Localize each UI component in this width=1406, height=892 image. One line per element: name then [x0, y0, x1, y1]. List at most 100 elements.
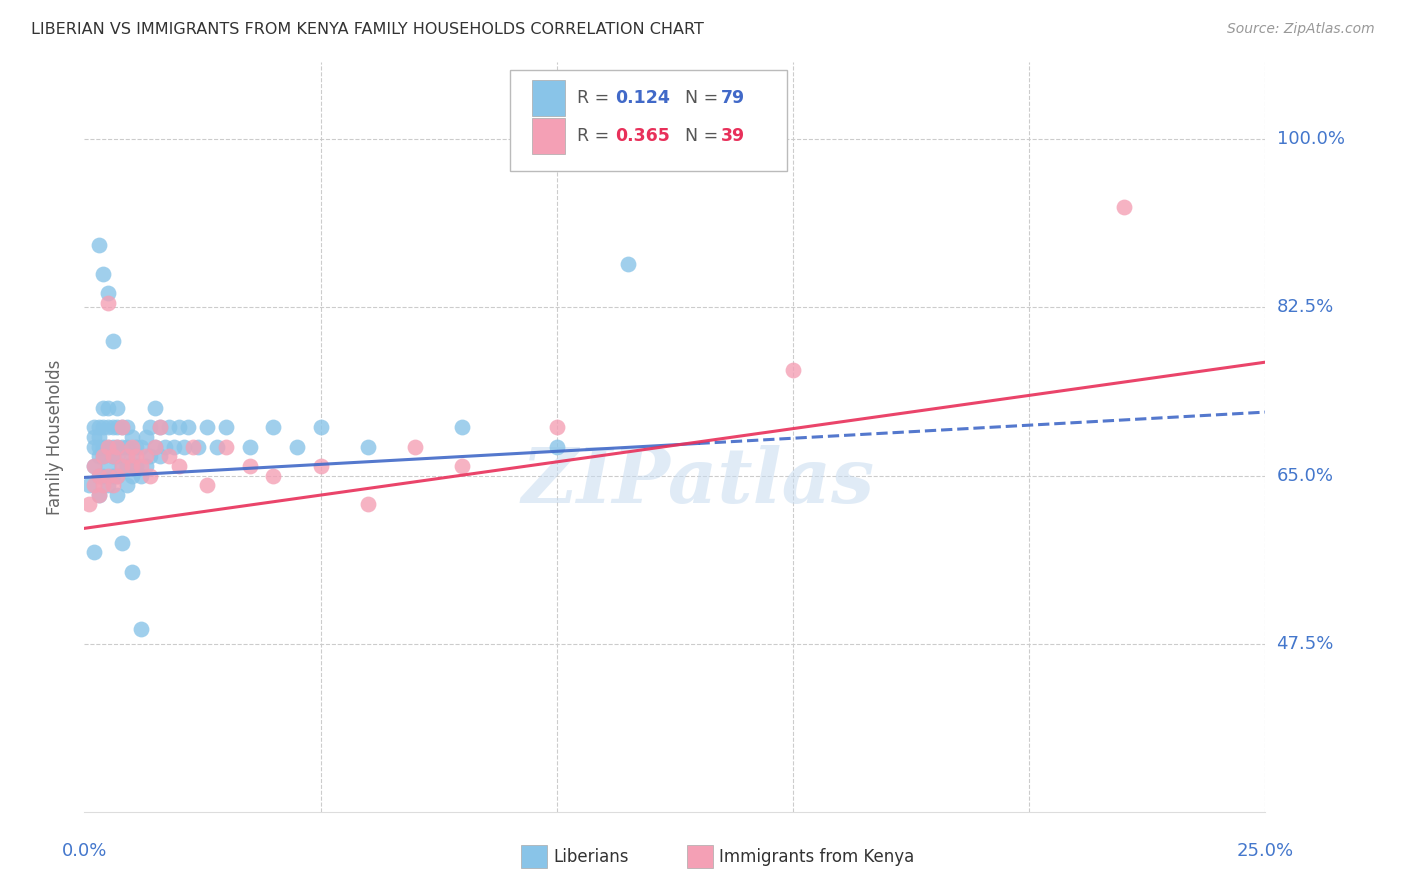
- Point: [173, 440, 195, 454]
- Point: [111, 440, 134, 454]
- Point: [91, 401, 114, 416]
- Point: [262, 420, 284, 434]
- Point: [125, 458, 148, 473]
- Point: [782, 363, 804, 377]
- Point: [129, 622, 152, 636]
- Point: [451, 420, 474, 434]
- Point: [187, 440, 209, 454]
- Point: [83, 478, 105, 492]
- Point: [97, 458, 120, 473]
- Point: [83, 458, 105, 473]
- Point: [195, 478, 218, 492]
- Text: LIBERIAN VS IMMIGRANTS FROM KENYA FAMILY HOUSEHOLDS CORRELATION CHART: LIBERIAN VS IMMIGRANTS FROM KENYA FAMILY…: [31, 22, 704, 37]
- Point: [451, 458, 474, 473]
- Point: [97, 468, 120, 483]
- Point: [87, 450, 110, 464]
- Point: [83, 440, 105, 454]
- Point: [115, 450, 138, 464]
- Bar: [531, 80, 565, 116]
- Point: [205, 440, 228, 454]
- Text: 0.365: 0.365: [614, 127, 669, 145]
- Point: [115, 458, 138, 473]
- Text: Liberians: Liberians: [553, 847, 628, 865]
- Point: [309, 458, 332, 473]
- Point: [111, 535, 134, 549]
- Text: R =: R =: [576, 89, 614, 107]
- Point: [157, 450, 180, 464]
- Point: [97, 420, 120, 434]
- Point: [163, 440, 186, 454]
- Point: [139, 450, 162, 464]
- Point: [177, 420, 200, 434]
- Point: [107, 401, 129, 416]
- Point: [616, 257, 638, 271]
- Text: 82.5%: 82.5%: [1277, 299, 1334, 317]
- Point: [139, 468, 162, 483]
- Point: [121, 450, 143, 464]
- Point: [97, 295, 120, 310]
- Point: [135, 458, 157, 473]
- Point: [357, 440, 380, 454]
- Point: [115, 478, 138, 492]
- Point: [101, 478, 124, 492]
- Point: [215, 440, 238, 454]
- Point: [83, 420, 105, 434]
- Point: [111, 420, 134, 434]
- Point: [101, 440, 124, 454]
- Point: [87, 468, 110, 483]
- Point: [139, 420, 162, 434]
- Point: [107, 468, 129, 483]
- Point: [121, 458, 143, 473]
- Point: [115, 420, 138, 434]
- Point: [239, 440, 262, 454]
- Point: [121, 430, 143, 444]
- Point: [404, 440, 426, 454]
- Text: Immigrants from Kenya: Immigrants from Kenya: [718, 847, 914, 865]
- Text: 25.0%: 25.0%: [1237, 842, 1294, 860]
- Point: [239, 458, 262, 473]
- FancyBboxPatch shape: [509, 70, 787, 171]
- Point: [87, 430, 110, 444]
- Point: [121, 565, 143, 579]
- Point: [111, 458, 134, 473]
- Text: R =: R =: [576, 127, 614, 145]
- Point: [101, 450, 124, 464]
- Point: [91, 450, 114, 464]
- Point: [309, 420, 332, 434]
- Point: [167, 458, 190, 473]
- Text: 0.124: 0.124: [614, 89, 669, 107]
- Point: [121, 468, 143, 483]
- Text: Source: ZipAtlas.com: Source: ZipAtlas.com: [1227, 22, 1375, 37]
- Text: N =: N =: [673, 127, 724, 145]
- Point: [285, 440, 308, 454]
- Point: [149, 420, 172, 434]
- Point: [91, 420, 114, 434]
- Point: [107, 488, 129, 502]
- Point: [181, 440, 204, 454]
- Point: [97, 440, 120, 454]
- Y-axis label: Family Households: Family Households: [45, 359, 63, 515]
- Point: [143, 401, 166, 416]
- Point: [125, 440, 148, 454]
- Point: [107, 420, 129, 434]
- Point: [195, 420, 218, 434]
- Point: [83, 545, 105, 559]
- Point: [135, 430, 157, 444]
- Point: [97, 440, 120, 454]
- Point: [97, 478, 120, 492]
- Text: N =: N =: [673, 89, 724, 107]
- Point: [107, 440, 129, 454]
- Point: [1112, 200, 1135, 214]
- Point: [83, 458, 105, 473]
- Point: [87, 488, 110, 502]
- Point: [143, 440, 166, 454]
- Point: [111, 420, 134, 434]
- Point: [77, 478, 100, 492]
- Text: 0.0%: 0.0%: [62, 842, 107, 860]
- Point: [97, 401, 120, 416]
- Point: [101, 334, 124, 348]
- Point: [135, 450, 157, 464]
- Point: [149, 420, 172, 434]
- Point: [121, 440, 143, 454]
- Point: [91, 440, 114, 454]
